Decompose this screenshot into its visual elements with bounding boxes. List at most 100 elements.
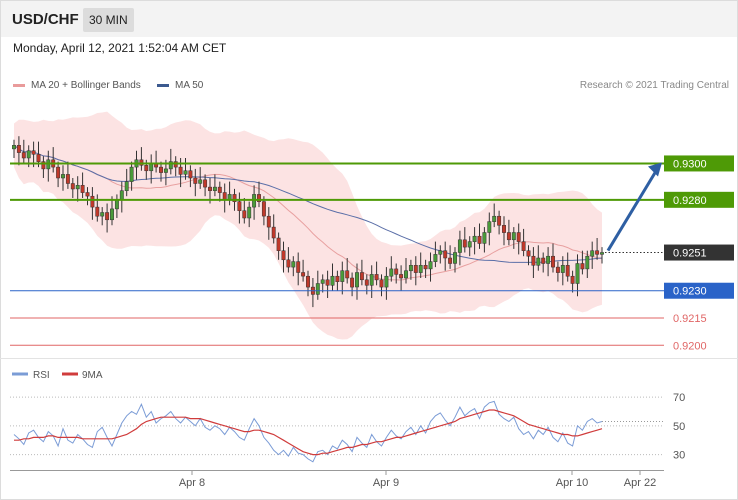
candle-body — [261, 201, 266, 217]
candle-body — [12, 145, 16, 150]
candle-body — [21, 152, 26, 159]
candle-body — [124, 181, 129, 191]
x-tick-label-2: Apr 10 — [556, 477, 588, 489]
rsi-line — [13, 400, 603, 463]
candle-body — [565, 265, 570, 277]
candle-body — [600, 252, 604, 255]
resistance-tag-0.9280 — [664, 191, 734, 208]
candle-body — [555, 266, 560, 273]
candle-body — [487, 221, 492, 233]
legend-ma50: MA 50 — [157, 80, 203, 91]
candle-body — [404, 270, 408, 279]
ma50-line — [13, 144, 603, 263]
legend-ma20-bollinger: MA 20 + Bollinger Bands — [13, 80, 141, 91]
rsi-level-label-50: 50 — [673, 421, 685, 433]
candle-body — [232, 194, 237, 202]
current-price-label: 0.9251 — [673, 248, 707, 260]
rsi-level-label-70: 70 — [673, 392, 685, 404]
candle-body — [36, 154, 41, 162]
candle-body — [276, 237, 281, 251]
candle-body — [340, 270, 345, 282]
candle-body — [114, 199, 119, 210]
candle-body — [90, 195, 95, 208]
candle-body — [129, 166, 134, 182]
copyright: Research © 2021 Trading Central — [579, 80, 729, 91]
candle-body — [551, 255, 555, 268]
timeframe-button[interactable]: 30 MIN — [83, 8, 134, 32]
candle-body — [438, 250, 443, 255]
candle-body — [149, 163, 154, 172]
support-label-0.9230: 0.9230 — [673, 286, 707, 298]
candle-body — [590, 250, 595, 257]
candle-body — [355, 272, 359, 288]
legend-swatch-ma50 — [157, 84, 169, 87]
candle-body — [217, 186, 222, 193]
candle-body — [110, 208, 114, 221]
bollinger-band — [14, 111, 602, 340]
candle-body — [281, 250, 286, 261]
candle-body — [100, 212, 105, 217]
candle-body — [242, 210, 247, 219]
legend-swatch-ma20 — [13, 84, 25, 87]
candle-body — [144, 165, 149, 172]
candle-body — [119, 190, 124, 201]
candles-group — [12, 136, 604, 308]
candle-body — [266, 215, 271, 228]
candle-body — [497, 215, 502, 226]
candle-body — [315, 283, 320, 295]
candle-body — [85, 192, 90, 197]
candle-body — [301, 272, 306, 277]
candle-body — [61, 174, 65, 179]
candle-body — [506, 232, 511, 241]
candle-body — [208, 186, 212, 191]
candle-body — [413, 265, 418, 273]
candle-body — [394, 268, 399, 275]
candle-body — [531, 255, 536, 266]
candle-body — [379, 279, 384, 288]
candle-body — [482, 232, 487, 244]
candle-body — [31, 150, 36, 155]
candle-body — [188, 170, 193, 179]
candle-body — [580, 263, 585, 270]
header-bar: USD/CHF 30 MIN — [1, 1, 737, 37]
candle-body — [193, 177, 198, 184]
candle-body — [359, 272, 364, 281]
legend-label-ma20: MA 20 + Bollinger Bands — [31, 80, 141, 91]
candle-body — [330, 275, 335, 286]
candle-body — [585, 255, 590, 270]
candle-body — [75, 185, 80, 190]
rsi-ma-line — [14, 409, 603, 456]
candle-body — [423, 265, 428, 270]
legend-label-9ma: 9MA — [82, 370, 103, 381]
x-tick-label-1: Apr 9 — [373, 477, 399, 489]
ma20-line — [13, 144, 603, 281]
candle-body — [433, 254, 438, 262]
candle-body — [560, 265, 565, 273]
candle-body — [296, 261, 301, 273]
resistance-label-0.9280: 0.9280 — [673, 195, 707, 207]
x-tick-label-3: Apr 22 — [624, 477, 656, 489]
candle-body — [502, 225, 506, 233]
candle-body — [541, 257, 546, 264]
candle-body — [41, 161, 46, 170]
candle-body — [159, 166, 163, 173]
candle-body — [325, 279, 330, 286]
candle-body — [595, 250, 600, 255]
candle-body — [364, 279, 369, 286]
candle-body — [222, 192, 227, 201]
resistance-tag-0.9300 — [664, 155, 734, 172]
candle-body — [306, 275, 310, 288]
candle-body — [516, 232, 521, 242]
candle-body — [345, 270, 350, 279]
candle-body — [198, 179, 203, 184]
candle-body — [477, 235, 482, 244]
candle-body — [16, 145, 21, 153]
candle-body — [536, 257, 541, 266]
candle-body — [95, 206, 100, 217]
candle-body — [350, 277, 355, 288]
candle-body — [271, 226, 276, 239]
minor-level-label-0.9215: 0.9215 — [673, 313, 707, 325]
candle-body — [291, 261, 296, 268]
candle-body — [408, 265, 413, 272]
